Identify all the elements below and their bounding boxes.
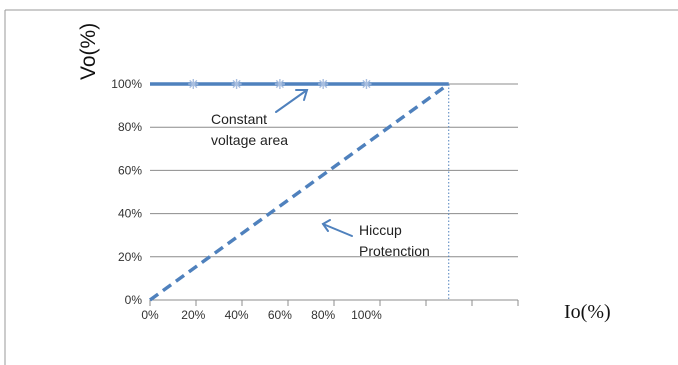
series-group <box>148 82 450 302</box>
gridlines <box>150 83 518 258</box>
y-tick-label-100: 100% <box>111 77 142 91</box>
series-line-hiccup-protection <box>148 82 450 302</box>
annotation-constant-voltage: Constant voltage area <box>211 89 309 148</box>
data-point-marker-20 <box>188 79 199 89</box>
x-tick-labels: 0% 20% 40% 60% 80% 100% <box>141 308 382 322</box>
annotation-hiccup-arrow <box>321 219 353 237</box>
y-tick-label-20: 20% <box>118 250 142 264</box>
marker-group <box>188 79 372 89</box>
y-tick-label-40: 40% <box>118 207 142 221</box>
data-point-marker-80 <box>318 79 329 89</box>
y-tick-label-80: 80% <box>118 120 142 134</box>
data-point-marker-60 <box>274 79 285 89</box>
data-point-marker-100 <box>361 79 372 89</box>
annotation-hiccup-line2: Protenction <box>359 243 430 259</box>
annotation-hiccup: Hiccup Protenction <box>321 219 430 259</box>
y-tick-labels: 0% 20% 40% 60% 80% 100% <box>111 77 142 307</box>
annotation-constant-line1: Constant <box>211 111 267 127</box>
annotation-constant-arrow <box>275 89 309 113</box>
x-tick-label-100: 100% <box>351 308 382 322</box>
x-tick-label-40: 40% <box>225 308 249 322</box>
annotation-constant-line2: voltage area <box>211 132 288 148</box>
x-tick-label-20: 20% <box>181 308 205 322</box>
annotation-hiccup-line1: Hiccup <box>359 222 402 238</box>
axes <box>149 299 519 306</box>
x-tick-label-80: 80% <box>311 308 335 322</box>
y-tick-label-0: 0% <box>125 293 143 307</box>
y-tick-label-60: 60% <box>118 163 142 177</box>
data-point-marker-40 <box>231 79 242 89</box>
y-axis-title: Vo(%) <box>77 23 100 80</box>
x-axis-title: Io(%) <box>564 301 611 323</box>
x-tick-label-60: 60% <box>268 308 292 322</box>
x-tick-label-0: 0% <box>141 308 159 322</box>
